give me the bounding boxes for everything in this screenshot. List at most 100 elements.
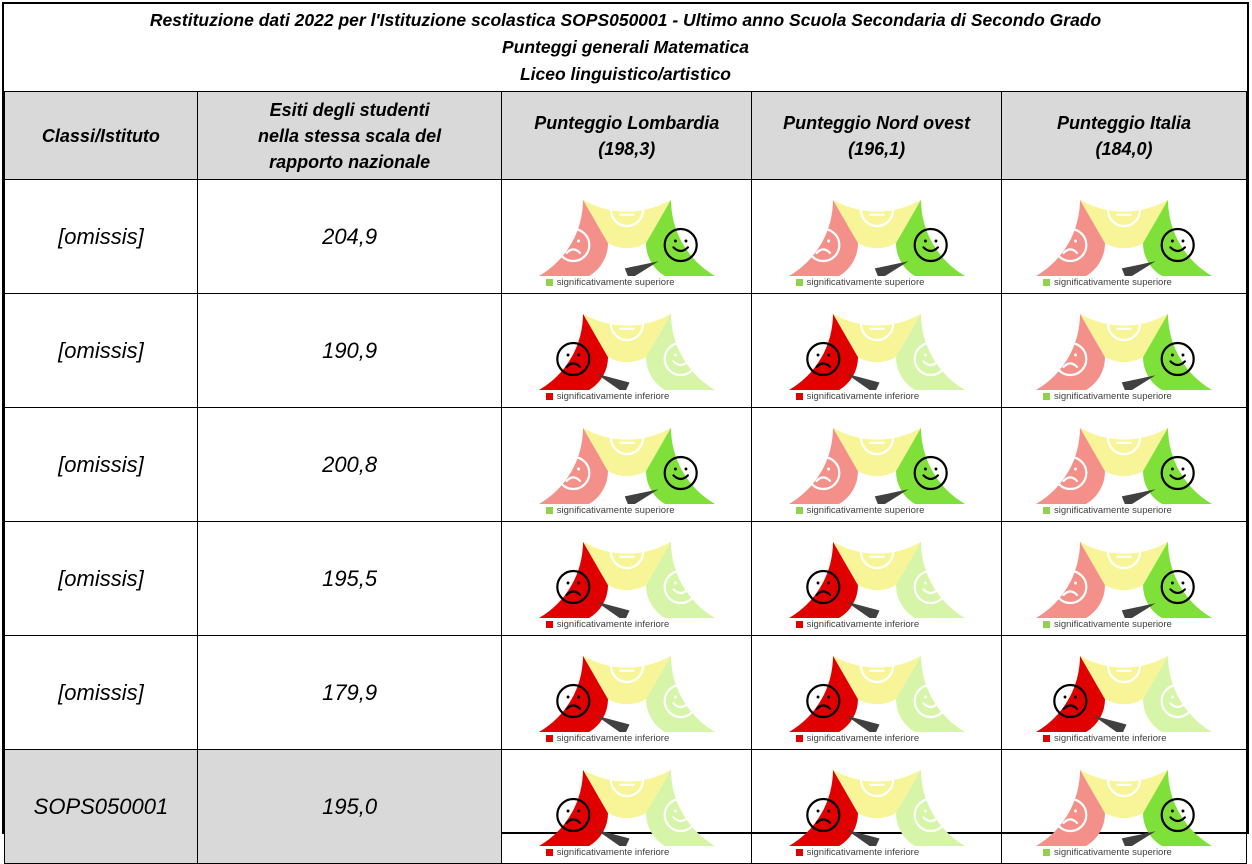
gauge-chart: [1036, 306, 1213, 390]
legend-swatch: [795, 621, 803, 628]
header-italia-label: Punteggio Italia: [1057, 112, 1192, 133]
legend-label: significativamente inferiore: [1054, 733, 1167, 744]
gauge-cell: significativamente inferiore: [501, 749, 753, 864]
neutral-face-icon: [609, 534, 644, 570]
gauge-red-sector: [1036, 769, 1106, 846]
happy-face-icon: [1160, 797, 1195, 833]
legend-swatch: [1043, 507, 1051, 514]
legend-label: significativamente superiore: [1054, 277, 1172, 288]
gauge-green-sector: [895, 313, 965, 390]
header-esiti-line: Esiti degli studenti: [269, 99, 430, 120]
gauge: significativamente inferiore: [782, 640, 972, 744]
legend-label: significativamente inferiore: [556, 391, 670, 402]
gauge-cell: significativamente inferiore: [501, 521, 753, 636]
gauge-legend: significativamente superiore: [795, 505, 924, 516]
legend-swatch: [795, 393, 803, 400]
sad-face-icon: [805, 569, 841, 605]
gauge-legend: significativamente superiore: [1043, 619, 1172, 630]
gauge-needle: [1121, 261, 1156, 276]
gauge-red-sector: [1036, 313, 1106, 390]
happy-face-icon: [913, 455, 948, 491]
legend-swatch: [795, 735, 803, 742]
sad-face-icon: [1053, 227, 1088, 263]
gauge-chart: [1036, 420, 1213, 504]
header-nord-ovest-value: (196,1): [848, 138, 906, 159]
gauge-cell: significativamente superiore: [1001, 521, 1247, 636]
sad-face-icon: [555, 227, 591, 263]
legend-swatch: [545, 735, 553, 742]
gauge-needle: [874, 489, 909, 504]
gauge-needle: [1121, 375, 1156, 390]
happy-face-icon: [663, 569, 698, 605]
gauge-yellow-sector: [582, 199, 671, 249]
sad-face-icon: [805, 227, 841, 263]
gauge-chart: [538, 192, 715, 276]
header-italia-value: (184,0): [1095, 138, 1153, 159]
happy-face-icon: [1160, 569, 1195, 605]
gauge-cell: significativamente superiore: [751, 407, 1003, 522]
header-esiti-line: nella stessa scala del: [258, 125, 442, 146]
gauge-green-sector: [895, 541, 965, 618]
gauge-needle: [1121, 489, 1156, 504]
legend-label: significativamente superiore: [556, 505, 675, 516]
gauge-needle: [1093, 715, 1127, 732]
report-subtitle: Punteggi generali Matematica: [501, 37, 749, 57]
legend-label: significativamente superiore: [806, 277, 925, 288]
gauge-needle: [1121, 831, 1156, 846]
gauge-chart: [788, 648, 965, 732]
sad-face-icon: [1053, 683, 1088, 719]
gauge: significativamente superiore: [1029, 526, 1219, 630]
gauge-green-sector: [645, 541, 715, 618]
sad-face-icon: [555, 341, 591, 377]
sad-face-icon: [1053, 341, 1088, 377]
legend-swatch: [545, 507, 553, 514]
legend-label: significativamente superiore: [1054, 505, 1172, 516]
happy-face-icon: [1160, 227, 1195, 263]
header-lombardia-value: (198,3): [598, 138, 656, 159]
report-title-block: Restituzione dati 2022 per l'Istituzione…: [4, 4, 1247, 90]
legend-label: significativamente inferiore: [806, 391, 920, 402]
gauge-yellow-sector: [1080, 199, 1169, 249]
legend-swatch: [1043, 393, 1051, 400]
gauge-red-sector: [788, 199, 858, 276]
gauge-cell: significativamente superiore: [1001, 179, 1247, 294]
gauge: significativamente superiore: [532, 412, 722, 516]
gauge: significativamente inferiore: [532, 640, 722, 744]
happy-face-icon: [663, 797, 698, 833]
happy-face-icon: [663, 341, 698, 377]
table-row: [omissis] 200,8 significativamente superio…: [4, 407, 1247, 522]
report-school-type: Liceo linguistico/artistico: [519, 64, 731, 84]
gauge-chart: [538, 762, 715, 846]
gauge-chart: [538, 534, 715, 618]
legend-swatch: [1043, 279, 1051, 286]
neutral-face-icon: [609, 306, 644, 342]
legend-swatch: [1043, 621, 1051, 628]
gauge-green-sector: [895, 427, 965, 504]
legend-swatch: [1043, 849, 1051, 856]
gauge-cell: significativamente superiore: [501, 179, 753, 294]
score-cell: 179,9: [196, 635, 503, 750]
gauge-yellow-sector: [832, 769, 921, 819]
neutral-face-icon: [609, 648, 644, 684]
legend-swatch: [545, 393, 553, 400]
gauge-green-sector: [1143, 313, 1213, 390]
gauge-needle: [1121, 603, 1156, 618]
gauge-cell: significativamente inferiore: [751, 635, 1003, 750]
happy-face-icon: [913, 227, 948, 263]
gauge-red-sector: [538, 313, 608, 390]
gauge-yellow-sector: [582, 313, 671, 363]
gauge-chart: [788, 534, 965, 618]
gauge-red-sector: [788, 655, 858, 732]
sad-face-icon: [805, 455, 841, 491]
happy-face-icon: [663, 683, 698, 719]
sad-face-icon: [805, 797, 841, 833]
legend-label: significativamente superiore: [1054, 391, 1172, 402]
gauge-green-sector: [645, 655, 715, 732]
gauge-legend: significativamente inferiore: [545, 733, 669, 744]
gauge-yellow-sector: [1080, 769, 1169, 819]
neutral-face-icon: [1106, 306, 1142, 342]
gauge-yellow-sector: [832, 313, 921, 363]
neutral-face-icon: [859, 648, 894, 684]
gauge-green-sector: [645, 427, 715, 504]
